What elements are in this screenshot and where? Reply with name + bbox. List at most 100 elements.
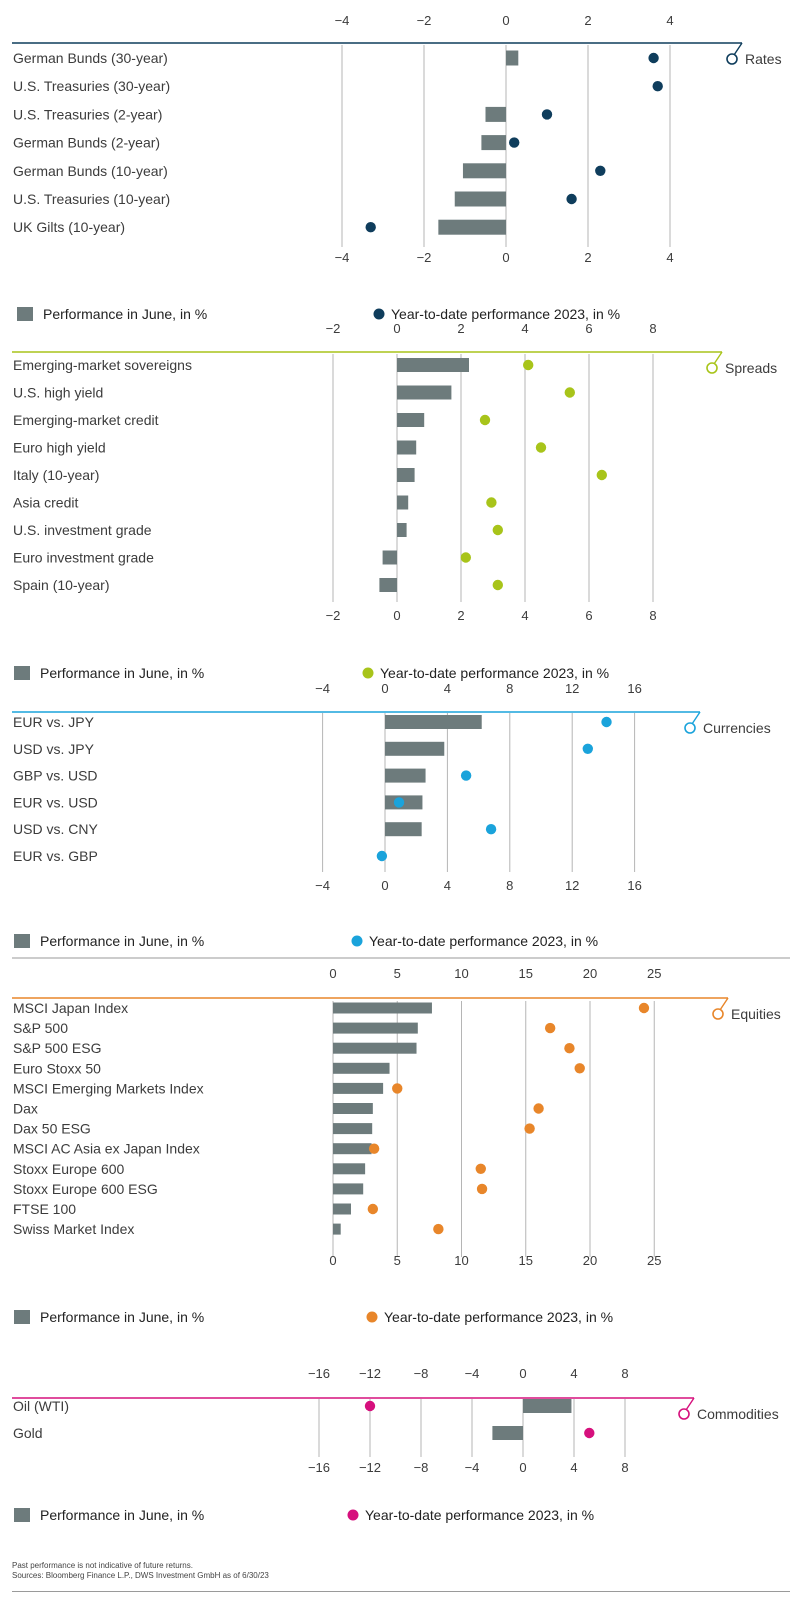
rates-tick-label-bottom: 4 [666, 250, 673, 265]
currencies-legend-bar-swatch [14, 934, 30, 948]
spreads-tick-label-top: 6 [585, 321, 592, 336]
spreads-dot-ytd [535, 442, 547, 453]
currencies-bar-june [385, 768, 426, 783]
equities-tick-label-top: 0 [329, 966, 336, 981]
commodities-bar-june [492, 1426, 523, 1440]
rates-category-label: German Bunds (10-year) [13, 163, 168, 179]
commodities-section-title: Commodities [697, 1406, 779, 1422]
spreads-category-label: Spain (10-year) [13, 577, 110, 593]
spreads-bar-june [397, 358, 469, 372]
spreads-category-label: U.S. high yield [13, 385, 103, 401]
equities-category-label: Stoxx Europe 600 [13, 1161, 125, 1177]
commodities-tick-label-top: −16 [308, 1366, 330, 1381]
equities-header-hook [719, 997, 729, 1011]
spreads-dot-ytd [492, 579, 503, 591]
spreads-section-title: Spreads [725, 360, 777, 376]
equities-category-label: MSCI AC Asia ex Japan Index [13, 1141, 200, 1157]
equities-legend-bar-swatch [14, 1310, 30, 1324]
commodities-tick-label-bottom: −8 [414, 1460, 429, 1475]
rates-header-hook [733, 42, 743, 56]
commodities-tick-label-bottom: 8 [621, 1460, 628, 1475]
currencies-legend-bar-label: Performance in June, in % [40, 933, 204, 949]
rates-category-label: German Bunds (30-year) [13, 50, 168, 66]
rates-dot-ytd [652, 81, 663, 92]
commodities-tick-label-top: 8 [621, 1366, 628, 1381]
currencies-tick-label-top: 8 [506, 681, 513, 696]
spreads-bar-june [397, 523, 407, 537]
commodities-dot-ytd [364, 1400, 376, 1412]
equities-dot-ytd [564, 1043, 575, 1054]
spreads-bar-june [379, 578, 397, 592]
spreads-legend-dot-swatch [362, 667, 374, 679]
rates-category-label: U.S. Treasuries (2-year) [13, 106, 162, 122]
spreads-bar-june [397, 440, 417, 455]
currencies-tick-label-bottom: −4 [315, 878, 330, 893]
currencies-category-label: EUR vs. JPY [13, 714, 95, 730]
equities-bar-june [333, 1163, 366, 1175]
spreads-header-hook [713, 351, 723, 365]
rates-tick-label-top: 4 [666, 13, 673, 28]
currencies-header-hook [691, 711, 701, 725]
equities-header-ring-icon [712, 1008, 724, 1020]
equities-dot-ytd [574, 1063, 585, 1074]
currencies-tick-label-bottom: 4 [444, 878, 451, 893]
rates-bar-june [481, 135, 506, 151]
spreads-legend-dot-label: Year-to-date performance 2023, in % [380, 665, 609, 681]
commodities-tick-label-top: 0 [519, 1366, 526, 1381]
rates-tick-label-bottom: −2 [417, 250, 432, 265]
equities-dot-ytd [392, 1083, 403, 1094]
currencies-tick-label-top: 16 [627, 681, 641, 696]
equities-dot-ytd [544, 1022, 556, 1034]
equities-bar-june [333, 1002, 432, 1014]
equities-dot-ytd [524, 1123, 535, 1134]
equities-dot-ytd [475, 1163, 486, 1175]
currencies-category-label: GBP vs. USD [13, 768, 98, 784]
spreads-tick-label-bottom: 8 [649, 608, 656, 623]
rates-dot-ytd [365, 222, 376, 233]
footer-rule [12, 1591, 790, 1592]
commodities-bar-june [523, 1399, 572, 1413]
commodities-tick-label-bottom: −16 [308, 1460, 330, 1475]
currencies-tick-label-bottom: 16 [627, 878, 641, 893]
equities-dot-ytd [533, 1103, 544, 1114]
commodities-category-label: Gold [13, 1425, 43, 1441]
commodities-tick-label-bottom: 4 [570, 1460, 577, 1475]
equities-legend-dot-label: Year-to-date performance 2023, in % [384, 1309, 613, 1325]
currencies-dot-ytd [582, 743, 593, 754]
currencies-category-label: EUR vs. GBP [13, 848, 98, 864]
rates-legend-dot-label: Year-to-date performance 2023, in % [391, 306, 620, 322]
spreads-dot-ytd [596, 469, 607, 481]
spreads-category-label: U.S. investment grade [13, 522, 152, 538]
footnote-disclaimer: Past performance is not indicative of fu… [12, 1561, 193, 1570]
equities-bar-june [333, 1042, 417, 1054]
currencies-legend-dot-swatch [351, 935, 363, 947]
commodities-legend-bar-swatch [14, 1508, 30, 1522]
rates-bar-june [506, 50, 519, 66]
rates-tick-label-top: −2 [417, 13, 432, 28]
equities-tick-label-top: 5 [394, 966, 401, 981]
currencies-legend-dot-label: Year-to-date performance 2023, in % [369, 933, 598, 949]
currencies-bar-june [385, 822, 422, 837]
spreads-tick-label-bottom: −2 [326, 608, 341, 623]
equities-category-label: Euro Stoxx 50 [13, 1060, 101, 1076]
spreads-tick-label-top: 8 [649, 321, 656, 336]
rates-dot-ytd [648, 52, 659, 64]
commodities-legend-dot-swatch [347, 1509, 359, 1521]
commodities-category-label: Oil (WTI) [13, 1398, 69, 1414]
footnote-sources: Sources: Bloomberg Finance L.P., DWS Inv… [12, 1571, 269, 1580]
spreads-tick-label-top: 4 [521, 321, 528, 336]
currencies-section-title: Currencies [703, 720, 771, 736]
equities-dot-ytd [638, 1002, 650, 1014]
equities-tick-label-top: 10 [454, 966, 468, 981]
currencies-tick-label-top: 12 [565, 681, 579, 696]
rates-tick-label-bottom: 2 [584, 250, 591, 265]
commodities-tick-label-top: −12 [359, 1366, 381, 1381]
currencies-dot-ytd [376, 850, 388, 862]
rates-legend-dot-swatch [373, 308, 385, 320]
spreads-category-label: Emerging-market credit [13, 412, 159, 428]
equities-bar-june [333, 1022, 418, 1034]
spreads-category-label: Asia credit [13, 495, 78, 511]
currencies-header-ring-icon [684, 722, 696, 734]
equities-bar-june [333, 1082, 384, 1094]
currencies-category-label: USD vs. JPY [13, 741, 95, 757]
